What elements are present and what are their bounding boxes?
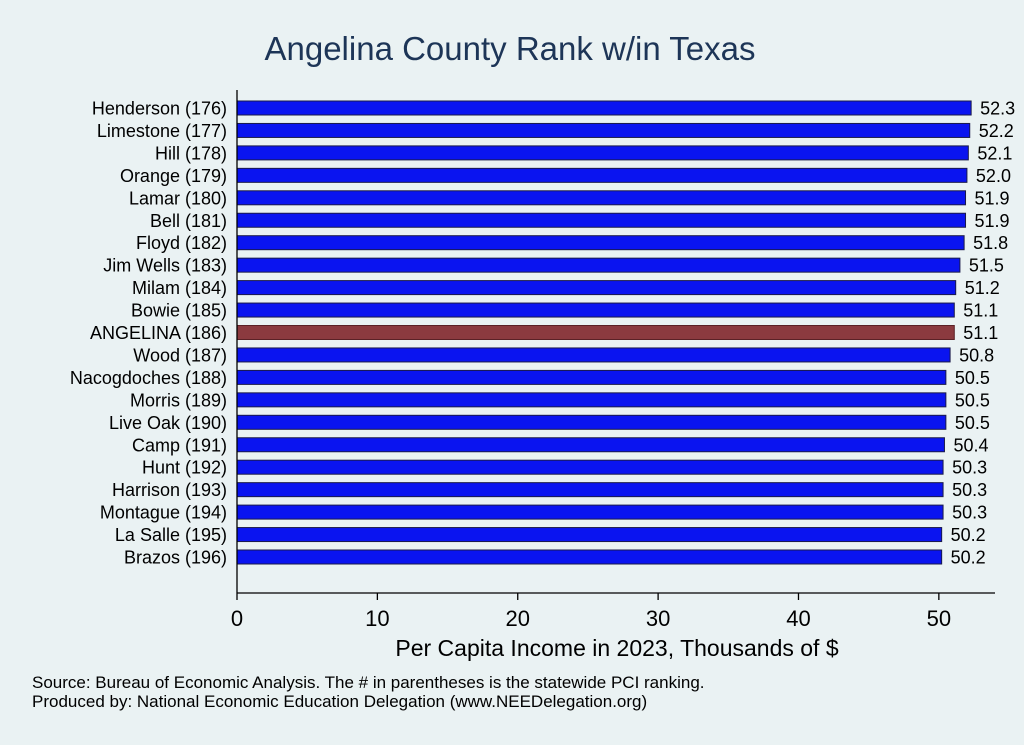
- category-label: Orange (179): [120, 166, 227, 186]
- bar: [236, 280, 957, 296]
- category-label: Morris (189): [130, 390, 227, 410]
- bar: [236, 212, 967, 228]
- value-label: 51.9: [975, 211, 1010, 231]
- bar: [236, 302, 955, 318]
- bar: [236, 437, 945, 453]
- value-label: 50.8: [959, 345, 994, 365]
- x-tick-label: 0: [231, 606, 243, 631]
- value-label: 50.5: [955, 413, 990, 433]
- category-label: Camp (191): [132, 435, 227, 455]
- bar: [236, 190, 967, 206]
- bar: [236, 122, 971, 138]
- value-label: 50.4: [953, 435, 988, 455]
- category-label: ANGELINA (186): [90, 323, 227, 343]
- value-label: 50.3: [952, 480, 987, 500]
- x-axis-label: Per Capita Income in 2023, Thousands of …: [395, 635, 838, 661]
- x-tick-label: 40: [786, 606, 810, 631]
- value-label: 50.5: [955, 390, 990, 410]
- bar: [236, 392, 947, 408]
- category-label: Bell (181): [150, 211, 227, 231]
- value-label: 50.3: [952, 458, 987, 478]
- bar: [236, 482, 944, 498]
- category-label: Montague (194): [100, 503, 227, 523]
- bar: [236, 527, 943, 543]
- bar-highlight: [236, 325, 955, 340]
- category-label: Wood (187): [133, 345, 227, 365]
- x-tick-label: 10: [365, 606, 389, 631]
- bar: [236, 145, 969, 161]
- bar: [236, 347, 951, 363]
- value-label: 51.1: [963, 301, 998, 321]
- bar: [236, 235, 965, 251]
- producer-note: Produced by: National Economic Education…: [32, 692, 648, 711]
- bar: [236, 100, 972, 116]
- value-label: 51.5: [969, 256, 1004, 276]
- category-label: Live Oak (190): [109, 413, 227, 433]
- value-label: 51.2: [965, 278, 1000, 298]
- category-label: Limestone (177): [97, 121, 227, 141]
- value-label: 50.2: [951, 548, 986, 568]
- chart-title: Angelina County Rank w/in Texas: [264, 30, 755, 67]
- value-label: 50.5: [955, 368, 990, 388]
- bar: [236, 167, 968, 183]
- value-label: 51.8: [973, 233, 1008, 253]
- category-label: Nacogdoches (188): [70, 368, 227, 388]
- bar: [236, 549, 943, 565]
- category-label: Jim Wells (183): [103, 256, 227, 276]
- category-label: Brazos (196): [124, 548, 227, 568]
- x-tick-label: 20: [505, 606, 529, 631]
- x-axis: 0 10 20 30 40 50: [231, 90, 995, 631]
- value-label: 52.3: [980, 99, 1015, 119]
- value-label: 52.0: [976, 166, 1011, 186]
- bar: [236, 459, 944, 475]
- category-label: Bowie (185): [131, 301, 227, 321]
- value-label: 52.2: [979, 121, 1014, 141]
- bar: [236, 414, 947, 430]
- category-label: Lamar (180): [129, 188, 227, 208]
- bar: [236, 257, 961, 273]
- category-label: La Salle (195): [115, 525, 227, 545]
- x-tick-label: 30: [646, 606, 670, 631]
- value-label: 51.1: [963, 323, 998, 343]
- category-label: Henderson (176): [92, 99, 227, 119]
- value-label: 50.3: [952, 503, 987, 523]
- x-tick-label: 50: [927, 606, 951, 631]
- source-note: Source: Bureau of Economic Analysis. The…: [32, 673, 705, 692]
- category-label: Hill (178): [155, 143, 227, 163]
- bar: [236, 504, 944, 520]
- category-label: Floyd (182): [136, 233, 227, 253]
- category-label: Hunt (192): [142, 458, 227, 478]
- bars-layer: Henderson (176) 52.3 Limestone (177) 52.2 Hi…: [70, 99, 1015, 568]
- bar: [236, 369, 947, 385]
- value-label: 50.2: [951, 525, 986, 545]
- category-label: Harrison (193): [112, 480, 227, 500]
- category-label: Milam (184): [132, 278, 227, 298]
- value-label: 52.1: [977, 143, 1012, 163]
- value-label: 51.9: [975, 188, 1010, 208]
